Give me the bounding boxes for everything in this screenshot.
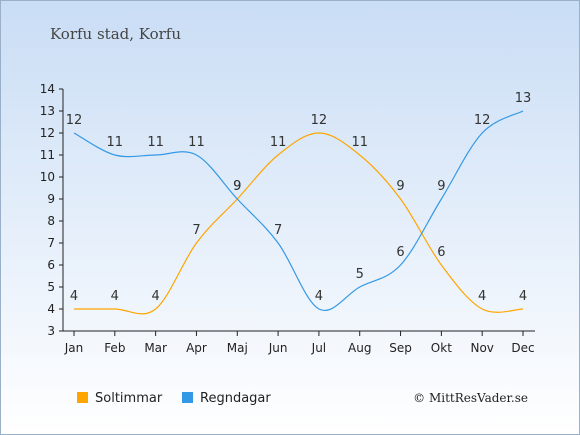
x-tick-label: Feb xyxy=(104,341,125,355)
data-label-soltimmar: 4 xyxy=(151,289,159,304)
chart-title: Korfu stad, Korfu xyxy=(50,25,181,43)
y-tick-label: 9 xyxy=(47,192,55,206)
legend-swatch-regndagar xyxy=(182,392,193,403)
data-label-regndagar: 9 xyxy=(233,179,241,194)
series-line-soltimmar xyxy=(74,132,524,315)
data-label-regndagar: 11 xyxy=(107,135,124,150)
data-label-regndagar: 11 xyxy=(147,135,164,150)
data-label-regndagar: 4 xyxy=(315,289,323,304)
x-tick-label: Mar xyxy=(144,341,167,355)
x-tick-label: Jul xyxy=(311,341,326,355)
series-line-regndagar xyxy=(73,110,524,312)
y-tick-label: 5 xyxy=(47,280,55,294)
data-label-soltimmar: 9 xyxy=(233,179,241,194)
y-tick-label: 8 xyxy=(47,214,55,228)
data-label-soltimmar: 12 xyxy=(311,113,328,128)
x-tick-label: Aug xyxy=(348,341,371,355)
legend: Soltimmar Regndagar xyxy=(77,391,271,406)
data-label-soltimmar: 11 xyxy=(270,135,287,150)
y-tick-label: 3 xyxy=(47,324,55,338)
data-label-regndagar: 11 xyxy=(188,135,205,150)
legend-swatch-soltimmar xyxy=(77,392,88,403)
data-label-soltimmar: 4 xyxy=(111,289,119,304)
data-label-regndagar: 7 xyxy=(274,223,282,238)
data-label-regndagar: 13 xyxy=(515,91,532,106)
legend-label-soltimmar: Soltimmar xyxy=(95,391,163,406)
data-label-regndagar: 9 xyxy=(437,179,445,194)
data-label-soltimmar: 4 xyxy=(478,289,486,304)
x-tick-label: Okt xyxy=(431,341,452,355)
x-axis: Jan Feb Mar Apr Maj Jun Jul Aug Sep Okt Nov Dec xyxy=(63,330,535,355)
data-label-soltimmar: 4 xyxy=(519,289,527,304)
credit: © MittResVader.se xyxy=(413,391,528,405)
y-tick-label: 10 xyxy=(40,170,55,184)
data-label-soltimmar: 6 xyxy=(437,245,445,260)
data-label-regndagar: 12 xyxy=(474,113,491,128)
data-label-regndagar: 6 xyxy=(396,245,404,260)
x-tick-label: Jan xyxy=(64,341,84,355)
data-label-regndagar: 5 xyxy=(356,267,364,282)
y-tick-label: 6 xyxy=(47,258,55,272)
y-tick-label: 4 xyxy=(47,302,55,316)
data-label-soltimmar: 9 xyxy=(396,179,404,194)
x-tick-label: Jun xyxy=(268,341,288,355)
x-tick-label: Sep xyxy=(389,341,412,355)
data-label-soltimmar: 7 xyxy=(192,223,200,238)
x-tick-label: Dec xyxy=(511,341,534,355)
x-tick-label: Maj xyxy=(227,341,248,355)
y-tick-label: 12 xyxy=(40,126,55,140)
y-tick-label: 14 xyxy=(40,82,55,96)
y-tick-label: 11 xyxy=(40,148,55,162)
x-tick-label: Apr xyxy=(186,341,207,355)
y-tick-label: 13 xyxy=(40,104,55,118)
y-tick-label: 7 xyxy=(47,236,55,250)
y-axis: 3 4 5 6 7 8 9 10 11 12 13 14 xyxy=(40,82,64,338)
x-tick-label: Nov xyxy=(470,341,493,355)
data-label-regndagar: 12 xyxy=(66,113,83,128)
legend-label-regndagar: Regndagar xyxy=(200,391,271,406)
data-label-soltimmar: 11 xyxy=(351,135,368,150)
data-label-soltimmar: 4 xyxy=(70,289,78,304)
series-layer xyxy=(73,110,524,315)
